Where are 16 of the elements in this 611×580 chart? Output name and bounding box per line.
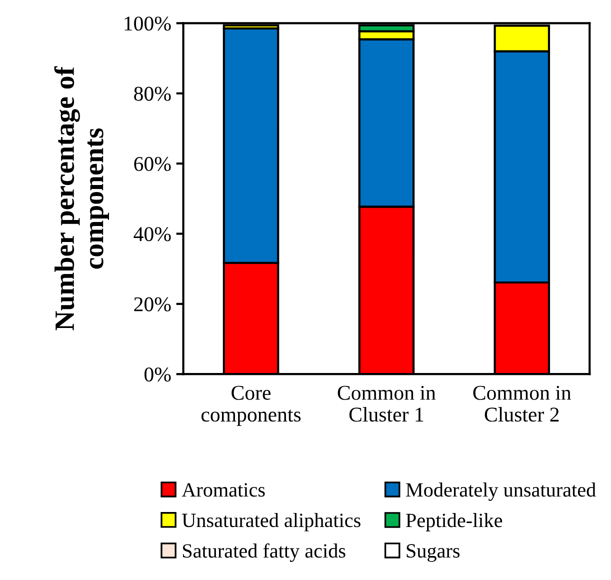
y-tick-label: 80% <box>134 86 171 101</box>
x-tick-label: Core components <box>201 386 301 426</box>
y-tick-label: 40% <box>134 227 171 242</box>
x-tick-label: Common in Cluster 1 <box>338 386 436 422</box>
x-tick-label: Common in Cluster 2 <box>473 386 572 422</box>
y-tick-label: 100% <box>124 16 171 31</box>
legend-label: Saturated fatty acids <box>182 543 346 562</box>
y-tick-label: 20% <box>134 297 171 312</box>
y-axis-title: Number percentage of components <box>54 66 109 330</box>
legend-label: Moderately unsaturated <box>406 482 596 501</box>
legend-label: Unsaturated aliphatics <box>182 513 360 532</box>
y-tick-label: 60% <box>134 156 171 172</box>
y-tick-label: 0% <box>144 367 171 382</box>
legend-label: Sugars <box>406 544 460 562</box>
legend-label: Peptide-like <box>406 513 502 532</box>
legend-label: Aromatics <box>182 483 265 497</box>
